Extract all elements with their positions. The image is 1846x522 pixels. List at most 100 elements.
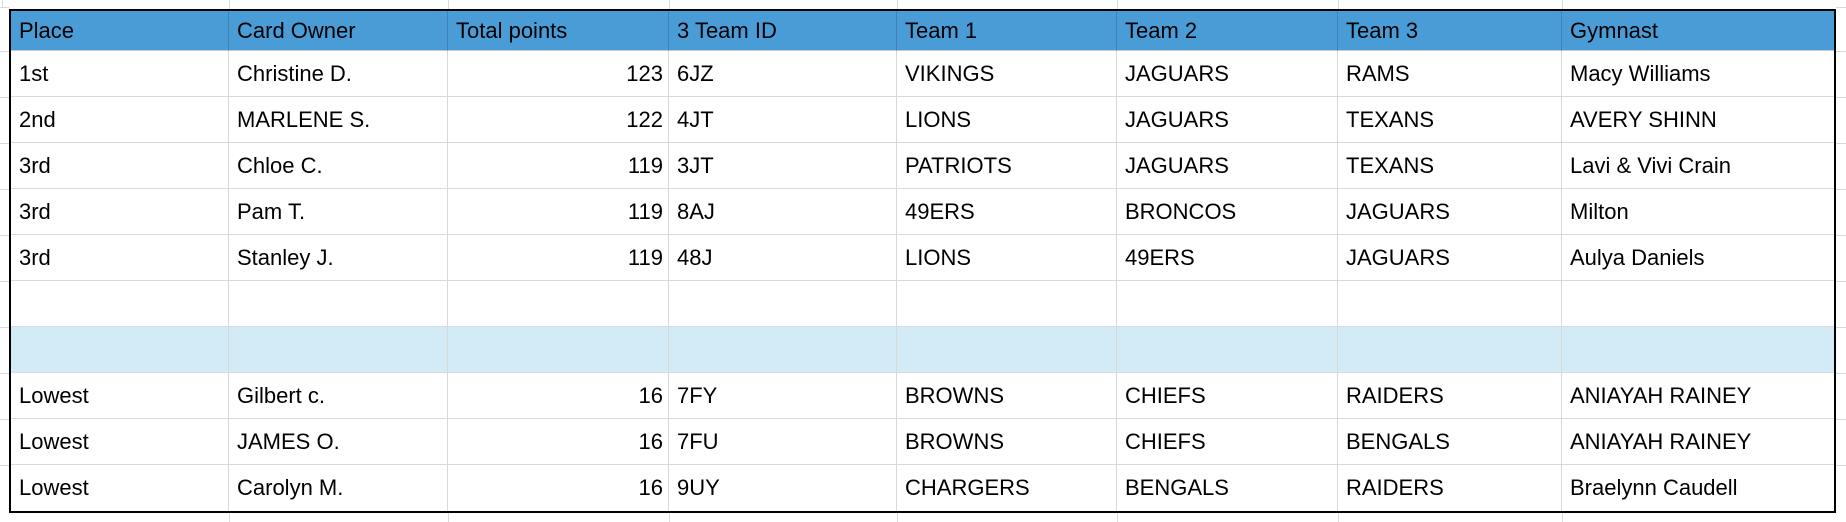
cell-r8-card-owner[interactable]: Gilbert c. (229, 373, 448, 419)
cell-r1-place[interactable]: 1st (11, 51, 229, 97)
margin-gridline (1562, 513, 1563, 522)
cell-r5-3-team-id[interactable]: 48J (669, 235, 897, 281)
cell-r5-gymnast[interactable]: Aulya Daniels (1562, 235, 1834, 281)
cell-r8-team-2[interactable]: CHIEFS (1117, 373, 1338, 419)
column-header-team-1[interactable]: Team 1 (897, 11, 1117, 51)
cell-r3-team-3[interactable]: TEXANS (1338, 143, 1562, 189)
cell-r3-team-2[interactable]: JAGUARS (1117, 143, 1338, 189)
cell-r3-card-owner[interactable]: Chloe C. (229, 143, 448, 189)
cell-r6-3-team-id[interactable] (669, 281, 897, 327)
cell-r1-team-1[interactable]: VIKINGS (897, 51, 1117, 97)
margin-gridline (0, 419, 9, 420)
cell-r4-total-points[interactable]: 119 (448, 189, 669, 235)
cell-r4-gymnast[interactable]: Milton (1562, 189, 1834, 235)
cell-r2-total-points[interactable]: 122 (448, 97, 669, 143)
cell-r1-gymnast[interactable]: Macy Williams (1562, 51, 1834, 97)
cell-r6-team-1[interactable] (897, 281, 1117, 327)
cell-r8-3-team-id[interactable]: 7FY (669, 373, 897, 419)
cell-r2-team-1[interactable]: LIONS (897, 97, 1117, 143)
cell-r3-3-team-id[interactable]: 3JT (669, 143, 897, 189)
sheet-grid: Place Card Owner Total points 3 Team ID Team… (11, 11, 1834, 511)
cell-r7-place[interactable] (11, 327, 229, 373)
cell-r2-team-3[interactable]: TEXANS (1338, 97, 1562, 143)
cell-r6-card-owner[interactable] (229, 281, 448, 327)
margin-gridline (1117, 0, 1118, 9)
cell-r4-team-2[interactable]: BRONCOS (1117, 189, 1338, 235)
cell-r3-gymnast[interactable]: Lavi & Vivi Crain (1562, 143, 1834, 189)
cell-r4-place[interactable]: 3rd (11, 189, 229, 235)
column-header-3-team-id[interactable]: 3 Team ID (669, 11, 897, 51)
cell-r7-team-1[interactable] (897, 327, 1117, 373)
margin-gridline (1836, 51, 1846, 52)
cell-r9-card-owner[interactable]: JAMES O. (229, 419, 448, 465)
cell-r7-gymnast[interactable] (1562, 327, 1834, 373)
cell-r6-place[interactable] (11, 281, 229, 327)
cell-r10-place[interactable]: Lowest (11, 465, 229, 511)
cell-r5-total-points[interactable]: 119 (448, 235, 669, 281)
cell-r1-team-2[interactable]: JAGUARS (1117, 51, 1338, 97)
margin-gridline (1836, 7, 1846, 8)
cell-r6-total-points[interactable] (448, 281, 669, 327)
cell-r10-gymnast[interactable]: Braelynn Caudell (1562, 465, 1834, 511)
cell-r10-team-2[interactable]: BENGALS (1117, 465, 1338, 511)
cell-r7-3-team-id[interactable] (669, 327, 897, 373)
cell-r6-gymnast[interactable] (1562, 281, 1834, 327)
cell-r8-place[interactable]: Lowest (11, 373, 229, 419)
cell-r4-team-3[interactable]: JAGUARS (1338, 189, 1562, 235)
cell-r8-team-1[interactable]: BROWNS (897, 373, 1117, 419)
cell-r9-team-1[interactable]: BROWNS (897, 419, 1117, 465)
cell-r3-team-1[interactable]: PATRIOTS (897, 143, 1117, 189)
cell-r9-3-team-id[interactable]: 7FU (669, 419, 897, 465)
cell-r2-team-2[interactable]: JAGUARS (1117, 97, 1338, 143)
cell-r5-team-1[interactable]: LIONS (897, 235, 1117, 281)
column-header-place[interactable]: Place (11, 11, 229, 51)
cell-r10-team-1[interactable]: CHARGERS (897, 465, 1117, 511)
cell-r7-team-3[interactable] (1338, 327, 1562, 373)
cell-r9-gymnast[interactable]: ANIAYAH RAINEY (1562, 419, 1834, 465)
cell-r8-team-3[interactable]: RAIDERS (1338, 373, 1562, 419)
cell-r1-3-team-id[interactable]: 6JZ (669, 51, 897, 97)
cell-r8-gymnast[interactable]: ANIAYAH RAINEY (1562, 373, 1834, 419)
cell-r3-place[interactable]: 3rd (11, 143, 229, 189)
cell-r9-place[interactable]: Lowest (11, 419, 229, 465)
cell-r2-gymnast[interactable]: AVERY SHINN (1562, 97, 1834, 143)
cell-r2-card-owner[interactable]: MARLENE S. (229, 97, 448, 143)
cell-r7-card-owner[interactable] (229, 327, 448, 373)
cell-r7-team-2[interactable] (1117, 327, 1338, 373)
column-header-gymnast[interactable]: Gymnast (1562, 11, 1834, 51)
cell-r6-team-2[interactable] (1117, 281, 1338, 327)
margin-gridline (669, 0, 670, 9)
cell-r2-3-team-id[interactable]: 4JT (669, 97, 897, 143)
cell-r7-total-points[interactable] (448, 327, 669, 373)
cell-r5-team-2[interactable]: 49ERS (1117, 235, 1338, 281)
cell-r8-total-points[interactable]: 16 (448, 373, 669, 419)
margin-gridline (0, 373, 9, 374)
margin-gridline (897, 0, 898, 9)
cell-r4-team-1[interactable]: 49ERS (897, 189, 1117, 235)
cell-r1-card-owner[interactable]: Christine D. (229, 51, 448, 97)
cell-r9-total-points[interactable]: 16 (448, 419, 669, 465)
margin-gridline (1836, 465, 1846, 466)
cell-r9-team-3[interactable]: BENGALS (1338, 419, 1562, 465)
column-header-total-points[interactable]: Total points (448, 11, 669, 51)
column-header-card-owner[interactable]: Card Owner (229, 11, 448, 51)
cell-r10-team-3[interactable]: RAIDERS (1338, 465, 1562, 511)
cell-r9-team-2[interactable]: CHIEFS (1117, 419, 1338, 465)
margin-gridline (2, 0, 3, 8)
cell-r4-3-team-id[interactable]: 8AJ (669, 189, 897, 235)
cell-r5-team-3[interactable]: JAGUARS (1338, 235, 1562, 281)
cell-r3-total-points[interactable]: 119 (448, 143, 669, 189)
cell-r5-card-owner[interactable]: Stanley J. (229, 235, 448, 281)
cell-r10-3-team-id[interactable]: 9UY (669, 465, 897, 511)
cell-r1-team-3[interactable]: RAMS (1338, 51, 1562, 97)
margin-gridline (229, 513, 230, 522)
column-header-team-2[interactable]: Team 2 (1117, 11, 1338, 51)
cell-r4-card-owner[interactable]: Pam T. (229, 189, 448, 235)
cell-r5-place[interactable]: 3rd (11, 235, 229, 281)
cell-r6-team-3[interactable] (1338, 281, 1562, 327)
cell-r10-card-owner[interactable]: Carolyn M. (229, 465, 448, 511)
cell-r1-total-points[interactable]: 123 (448, 51, 669, 97)
cell-r2-place[interactable]: 2nd (11, 97, 229, 143)
cell-r10-total-points[interactable]: 16 (448, 465, 669, 511)
column-header-team-3[interactable]: Team 3 (1338, 11, 1562, 51)
